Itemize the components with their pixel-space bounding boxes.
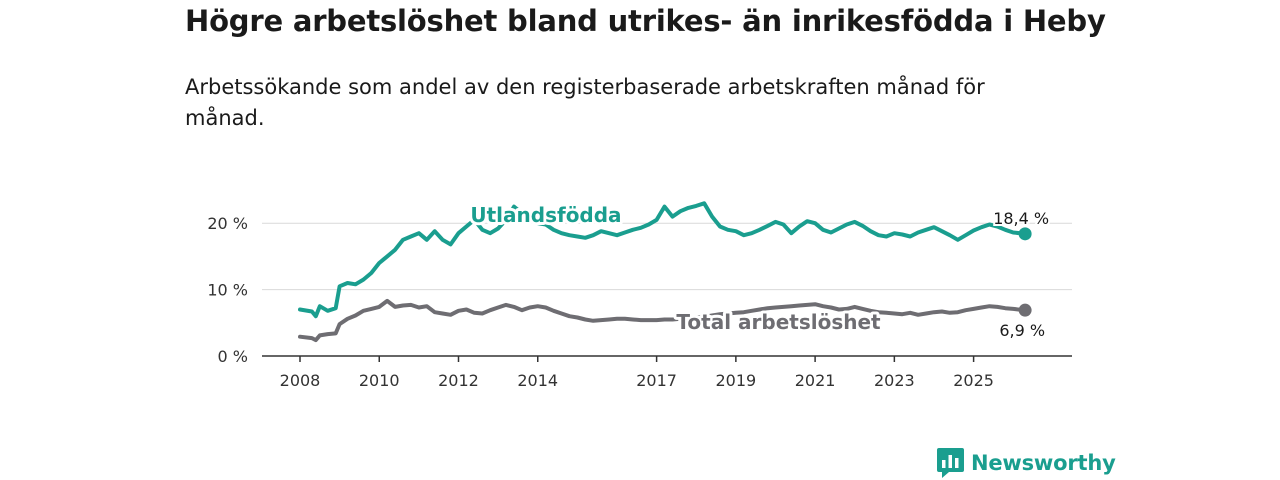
x-tick-label: 2021 [795,371,836,390]
end-value-label-total: 6,9 % [999,321,1045,340]
x-tick-label: 2014 [517,371,558,390]
x-tick-label: 2012 [438,371,479,390]
newsworthy-logo-icon [937,448,964,478]
series-line-utlandsfodda [298,201,1028,319]
x-tick-label: 2010 [359,371,400,390]
y-tick-label: 0 % [218,347,248,366]
x-tick-label: 2017 [636,371,677,390]
x-tick-label: 2025 [953,371,994,390]
series-end-point [1018,227,1032,241]
chart-subtitle: Arbetssökande som andel av den registerb… [185,75,985,130]
series-label-total: Total arbetslöshet [676,310,881,334]
series-label-utlandsfodda: Utlandsfödda [470,203,621,227]
end-value-label-utlandsfodda: 18,4 % [993,209,1049,228]
brand-logo: Newsworthy [937,448,1116,478]
series-line-total [298,298,1028,343]
series-end-point [1018,303,1032,317]
chart-title: Högre arbetslöshet bland utrikes- än inr… [185,4,1106,38]
y-tick-label: 20 % [207,214,248,233]
x-tick-label: 2008 [280,371,321,390]
y-tick-label: 10 % [207,281,248,300]
brand-name: Newsworthy [971,451,1116,475]
x-tick-label: 2019 [716,371,757,390]
x-tick-label: 2023 [874,371,915,390]
